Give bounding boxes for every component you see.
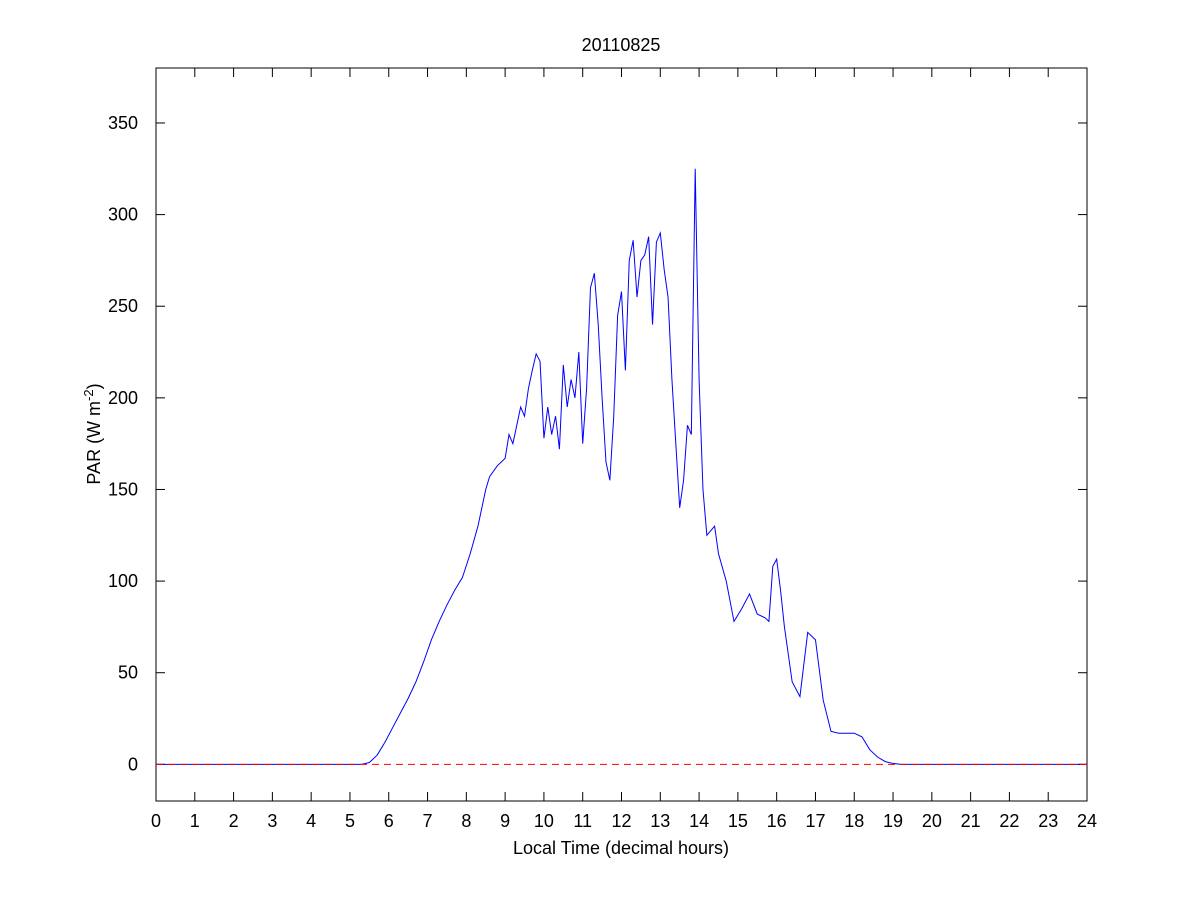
- x-tick-label: 24: [1077, 811, 1097, 831]
- x-tick-label: 13: [650, 811, 670, 831]
- y-label-text: PAR (W m: [84, 401, 104, 485]
- x-tick-label: 0: [151, 811, 161, 831]
- y-tick-label: 0: [128, 754, 138, 774]
- x-axis-label: Local Time (decimal hours): [513, 838, 729, 858]
- y-label-suffix: ): [84, 383, 104, 389]
- y-label-superscript: -2: [81, 389, 96, 401]
- x-tick-label: 10: [534, 811, 554, 831]
- x-tick-label: 5: [345, 811, 355, 831]
- y-tick-label: 50: [118, 663, 138, 683]
- x-tick-label: 11: [573, 811, 592, 831]
- y-axis-label: PAR (W m-2): [81, 383, 104, 484]
- x-tick-label: 1: [190, 811, 200, 831]
- data-line: [156, 168, 1087, 765]
- y-tick-label: 250: [108, 296, 138, 316]
- x-tick-label: 17: [805, 811, 825, 831]
- x-tick-label: 22: [999, 811, 1019, 831]
- y-tick-label: 100: [108, 571, 138, 591]
- x-tick-label: 6: [384, 811, 394, 831]
- x-tick-label: 4: [306, 811, 316, 831]
- x-tick-label: 18: [844, 811, 864, 831]
- x-tick-label: 14: [689, 811, 709, 831]
- x-tick-label: 23: [1038, 811, 1058, 831]
- x-tick-label: 20: [922, 811, 942, 831]
- x-tick-label: 3: [267, 811, 277, 831]
- x-tick-label: 16: [767, 811, 787, 831]
- y-tick-label: 350: [108, 113, 138, 133]
- x-tick-label: 2: [229, 811, 239, 831]
- x-tick-label: 12: [611, 811, 631, 831]
- y-tick-label: 200: [108, 388, 138, 408]
- x-tick-label: 7: [423, 811, 433, 831]
- x-tick-label: 8: [461, 811, 471, 831]
- x-tick-label: 15: [728, 811, 748, 831]
- chart-title: 20110825: [582, 35, 661, 55]
- y-tick-label: 150: [108, 479, 138, 499]
- y-tick-label: 300: [108, 205, 138, 225]
- x-tick-label: 21: [961, 811, 981, 831]
- x-tick-label: 9: [500, 811, 510, 831]
- x-tick-label: 19: [883, 811, 903, 831]
